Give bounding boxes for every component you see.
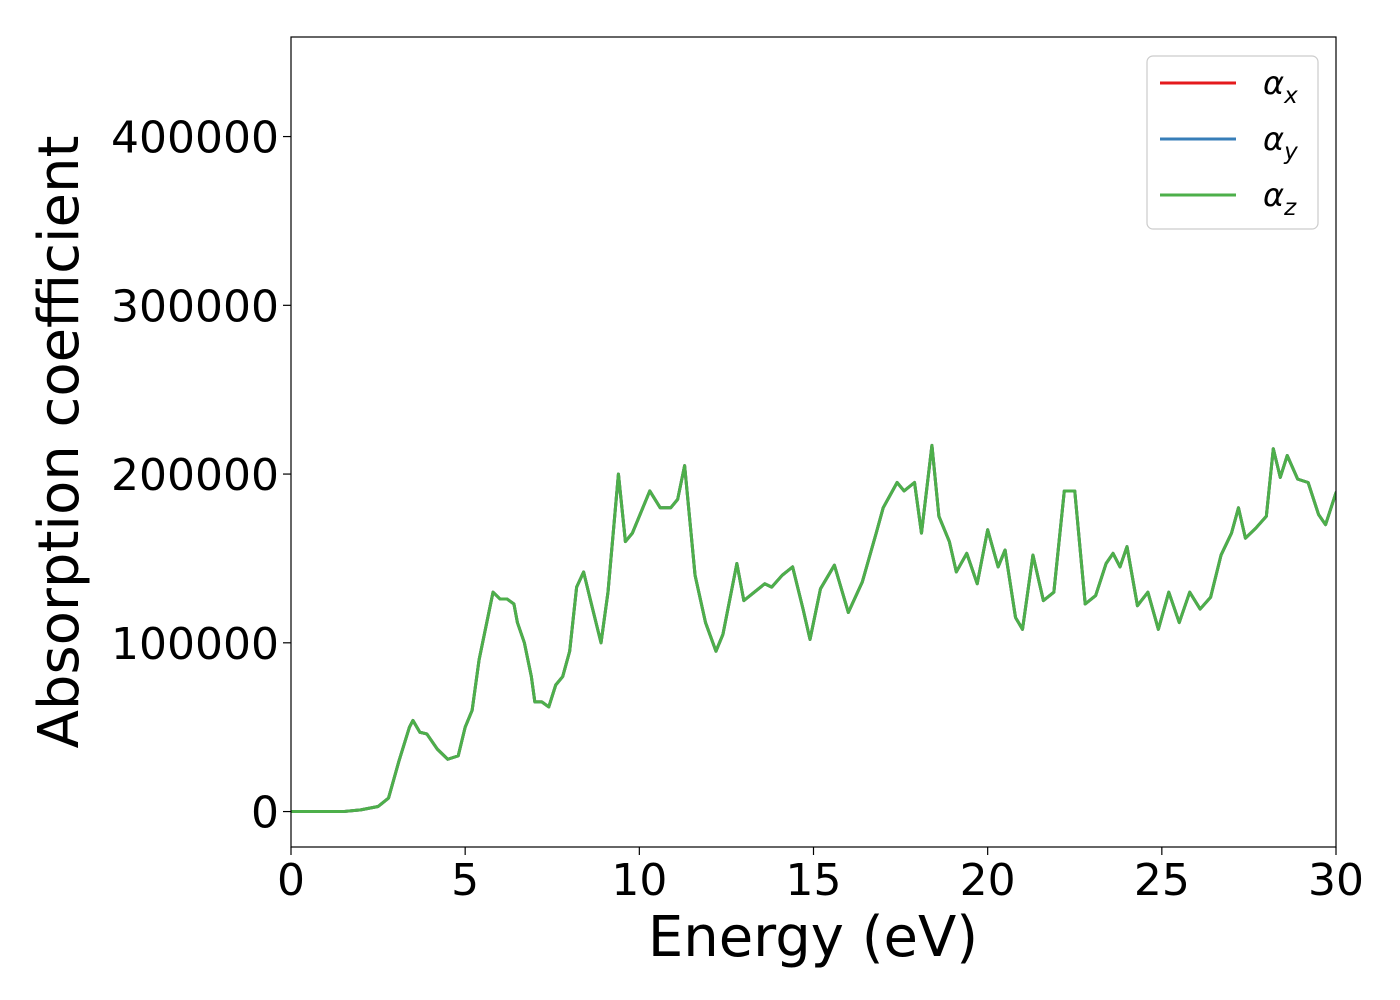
legend-subscript-x: x	[1283, 83, 1298, 109]
x-tick-label: 30	[1308, 855, 1364, 906]
y-axis-label: Absorption coefficient	[27, 136, 92, 749]
x-tick-label: 10	[611, 855, 667, 906]
x-tick-label: 20	[960, 855, 1016, 906]
x-axis-label: Energy (eV)	[648, 905, 978, 970]
y-tick-label: 0	[251, 788, 279, 839]
series-layer	[291, 443, 1336, 814]
legend-subscript-y: y	[1283, 139, 1298, 165]
x-tick-label: 25	[1134, 855, 1190, 906]
x-tick-label: 15	[786, 855, 842, 906]
x-axis-ticks: 0 5 10 15 20 25 30	[277, 847, 1364, 906]
series-line-z	[291, 443, 1336, 814]
y-tick-label: 200000	[111, 450, 279, 501]
y-tick-label: 100000	[111, 619, 279, 670]
y-tick-label: 300000	[111, 281, 279, 332]
legend-frame	[1146, 55, 1319, 230]
legend-subscript-z: z	[1283, 195, 1297, 221]
x-tick-label: 0	[277, 855, 305, 906]
y-axis-ticks: 0 100000 200000 300000 400000	[111, 113, 291, 839]
x-tick-label: 5	[451, 855, 479, 906]
y-tick-label: 400000	[111, 113, 279, 164]
